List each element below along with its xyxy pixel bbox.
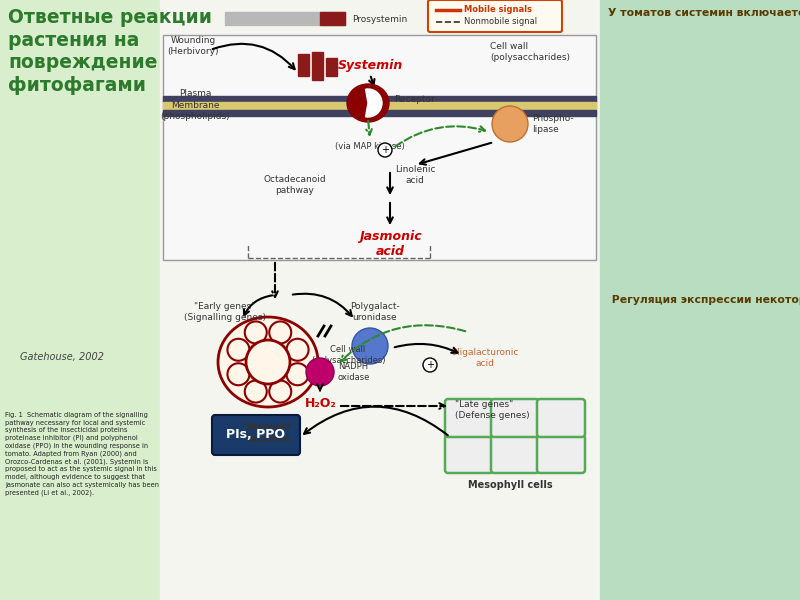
Circle shape [306, 358, 334, 386]
FancyBboxPatch shape [491, 435, 539, 473]
Text: NADPH
oxidase: NADPH oxidase [338, 362, 370, 382]
Circle shape [227, 363, 250, 385]
Bar [326, 58, 337, 76]
Text: Phospho-
lipase: Phospho- lipase [532, 114, 574, 134]
Text: Регуляция экспрессии некоторых “защитных” генов системином может осуществляться : Регуляция экспрессии некоторых “защитных… [608, 295, 800, 305]
Ellipse shape [347, 84, 389, 122]
FancyBboxPatch shape [428, 0, 562, 32]
Text: Ответные реакции
растения на
повреждение
фитофагами: Ответные реакции растения на повреждение… [8, 8, 212, 95]
Text: Cell wall
(polysaccharides): Cell wall (polysaccharides) [310, 345, 386, 365]
Bar [163, 110, 596, 116]
Circle shape [245, 380, 266, 403]
Text: H₂O₂: H₂O₂ [305, 397, 337, 410]
Bar [298, 54, 309, 76]
Bar [0, 0, 160, 600]
Text: Octadecanoid
pathway: Octadecanoid pathway [264, 175, 326, 195]
Text: Oligalacturonic
acid: Oligalacturonic acid [451, 348, 519, 368]
Circle shape [423, 358, 437, 372]
Text: PIs, PPO: PIs, PPO [226, 428, 286, 442]
Circle shape [245, 322, 266, 343]
Circle shape [286, 339, 309, 361]
FancyBboxPatch shape [163, 35, 596, 260]
Text: Jasmonic
acid: Jasmonic acid [358, 230, 422, 258]
Text: Cell wall
(polysaccharides): Cell wall (polysaccharides) [490, 42, 570, 62]
FancyBboxPatch shape [445, 399, 493, 437]
FancyBboxPatch shape [212, 415, 300, 455]
Bar [163, 96, 596, 102]
Text: "Late genes"
(Defense genes): "Late genes" (Defense genes) [455, 400, 530, 420]
Text: Plasma
Membrane
(phospholipids): Plasma Membrane (phospholipids) [160, 89, 230, 121]
Bar [163, 102, 596, 110]
Text: Mobile signals: Mobile signals [464, 5, 532, 14]
Text: Polygalact-
uronidase: Polygalact- uronidase [350, 302, 400, 322]
Circle shape [286, 363, 309, 385]
Bar [160, 0, 600, 600]
Bar [312, 52, 323, 80]
Text: Gatehouse, 2002: Gatehouse, 2002 [20, 352, 104, 362]
FancyBboxPatch shape [445, 435, 493, 473]
Text: (via MAP kinase): (via MAP kinase) [335, 142, 405, 151]
Circle shape [246, 340, 290, 384]
Circle shape [270, 380, 291, 403]
FancyBboxPatch shape [537, 435, 585, 473]
Text: Linolenic
acid: Linolenic acid [394, 165, 435, 185]
Text: Prosystemin: Prosystemin [352, 14, 407, 23]
Bar [225, 12, 345, 25]
Text: У томатов системин включается в системную регуляцию более 20 генов, контролирующ: У томатов системин включается в системну… [608, 8, 800, 19]
Wedge shape [366, 89, 382, 117]
Ellipse shape [218, 317, 318, 407]
Text: +: + [381, 145, 389, 155]
Circle shape [352, 328, 388, 364]
Circle shape [378, 143, 392, 157]
Text: Mesophyll cells: Mesophyll cells [468, 480, 552, 490]
FancyBboxPatch shape [537, 399, 585, 437]
Text: +: + [426, 360, 434, 370]
Text: Wounding
(Herbivory): Wounding (Herbivory) [167, 36, 218, 56]
Circle shape [270, 322, 291, 343]
Text: Vascular
bundles: Vascular bundles [245, 422, 291, 445]
Circle shape [227, 339, 250, 361]
Text: Systemin: Systemin [338, 58, 402, 71]
Text: "Early genes"
(Signalling genes): "Early genes" (Signalling genes) [184, 302, 266, 322]
Text: Nonmobile signal: Nonmobile signal [464, 17, 537, 26]
Bar [600, 0, 800, 600]
Text: Fig. 1  Schematic diagram of the signalling
pathway necessary for local and syst: Fig. 1 Schematic diagram of the signalli… [5, 412, 159, 496]
Text: Receptor: Receptor [394, 94, 434, 103]
Bar [320, 12, 345, 25]
Circle shape [492, 106, 528, 142]
FancyBboxPatch shape [491, 399, 539, 437]
